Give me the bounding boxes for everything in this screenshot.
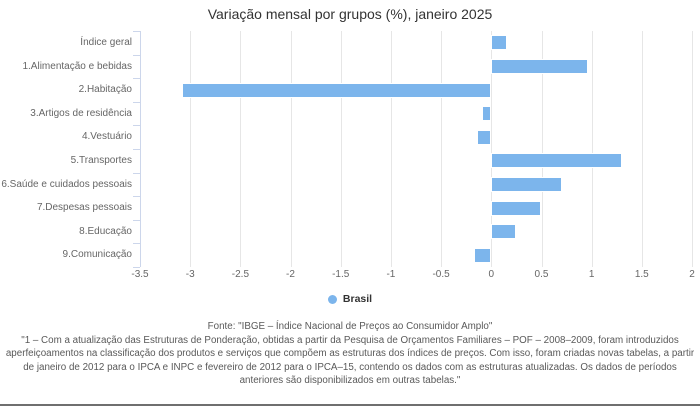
gridline: [491, 31, 493, 267]
xaxis-tick-label: -2.5: [231, 269, 250, 280]
category-axis-tick: [133, 267, 140, 268]
category-axis-tick: [133, 243, 140, 245]
chart-title: Variação mensal por grupos (%), janeiro …: [207, 6, 493, 22]
xaxis-tick-label: 0.5: [534, 269, 549, 280]
bar-6-sa-de-e-cuidados-pessoais[interactable]: [491, 176, 562, 192]
bar-5-transportes[interactable]: [491, 153, 622, 169]
bar-3-artigos-de-resid-ncia[interactable]: [482, 106, 492, 122]
category-label: 8.Educação: [79, 225, 132, 237]
gridline: [240, 31, 242, 267]
source-text: Fonte: "IBGE – Índice Nacional de Preços…: [207, 321, 493, 332]
gridline: [591, 31, 593, 267]
gridline: [340, 31, 342, 267]
xaxis-tick-label: 1.5: [634, 269, 649, 280]
xaxis-tick-label: -3.5: [131, 269, 149, 280]
xaxis-tick-label: -0.5: [432, 269, 450, 280]
bar-4-vestu-rio[interactable]: [477, 129, 492, 145]
bar-9-comunica-o[interactable]: [474, 247, 492, 263]
bar-ndice-geral[interactable]: [491, 35, 508, 51]
legend-marker-icon: [327, 294, 337, 304]
legend: Brasil: [0, 292, 700, 306]
category-label: 4.Vestuário: [81, 131, 132, 143]
xaxis-tick-label: 1: [588, 269, 595, 280]
xaxis-tick-label: -2: [286, 269, 295, 280]
category-axis-tick: [133, 78, 140, 80]
category-label: 2.Habitação: [78, 84, 132, 96]
category-label: 6.Saúde e cuidados pessoais: [1, 178, 132, 190]
bar-8-educa-o[interactable]: [491, 224, 517, 240]
category-axis-tick: [133, 219, 140, 221]
gridline: [441, 31, 443, 267]
legend-item-brasil[interactable]: Brasil: [327, 293, 373, 305]
xaxis-tick-label: -1.5: [332, 269, 350, 280]
footnote-text: "1 – Com a atualização das Estruturas de…: [5, 334, 695, 387]
bar-1-alimenta-o-e-bebidas[interactable]: [491, 58, 588, 74]
category-axis-tick: [133, 149, 140, 150]
gridline: [190, 31, 192, 267]
category-label: Índice geral: [80, 37, 132, 48]
category-label: 7.Despesas pessoais: [36, 202, 132, 214]
category-label: 5.Transportes: [70, 155, 132, 166]
legend-label: Brasil: [342, 293, 373, 305]
bar-2-habita-o[interactable]: [182, 82, 492, 98]
gridline: [541, 31, 543, 267]
xaxis-tick-label: -3: [185, 269, 195, 280]
xaxis-tick-label: 2: [689, 269, 695, 280]
category-axis-tick: [133, 101, 140, 103]
category-axis-tick: [133, 196, 140, 198]
gridline: [290, 31, 292, 267]
plot-area: [133, 31, 693, 268]
bar-7-despesas-pessoais[interactable]: [491, 200, 542, 216]
category-axis-tick: [133, 125, 140, 127]
window-bottom-divider: [0, 404, 700, 406]
xaxis-tick-label: 0: [488, 269, 495, 280]
category-label: 3.Artigos de residência: [30, 107, 132, 119]
category-axis-tick: [133, 172, 140, 174]
gridline: [641, 31, 643, 267]
category-axis-line: [140, 31, 141, 267]
category-axis-tick: [133, 54, 140, 56]
gridline: [692, 31, 693, 267]
chart-footer: Fonte: "IBGE – Índice Nacional de Preços…: [0, 320, 700, 388]
category-label: 1.Alimentação e bebidas: [22, 60, 132, 72]
gridline: [390, 31, 392, 267]
category-label: 9.Comunicação: [62, 249, 132, 261]
xaxis-tick-label: -1: [386, 269, 396, 280]
category-axis-tick: [133, 31, 140, 32]
